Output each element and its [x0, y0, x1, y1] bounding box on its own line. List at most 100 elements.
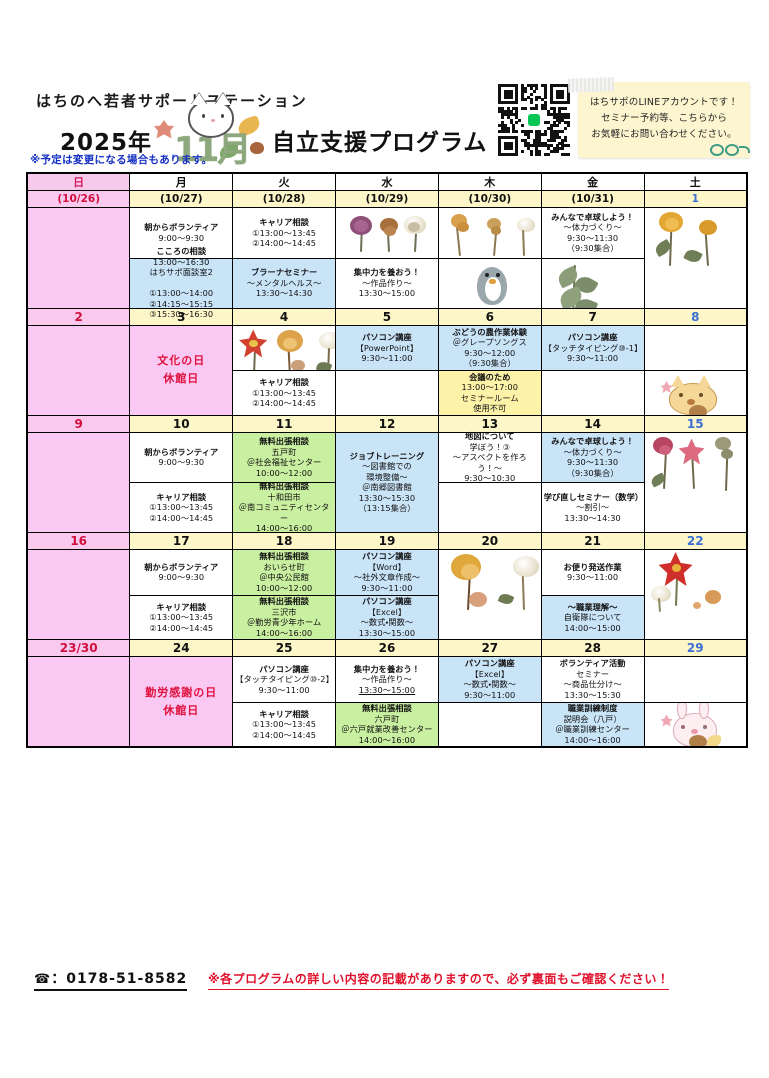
- day-cell-9[interactable]: [26, 431, 131, 533]
- event-block[interactable]: キャリア相談 ①13:00〜13:45 ②14:00〜14:45: [233, 371, 336, 415]
- event-block[interactable]: 無料出張相談 十和田市 ＠南コミュニティセンター 14:00〜16:00: [233, 481, 336, 533]
- split-cell: 朝からボランティア 9:00〜9:30 こころの相談 13:00〜16:30 はちサポ面…: [130, 208, 233, 319]
- event-block[interactable]: パソコン講座 【タッチタイピング⑩-2】 9:30〜11:00: [233, 657, 336, 702]
- event-block[interactable]: パソコン講座 【PowerPoint】 9:30〜11:00: [336, 325, 438, 370]
- event-block[interactable]: 無料出張相談 六戸町 ＠六戸就業改善センター 14:00〜16:00: [336, 702, 438, 746]
- event-block[interactable]: ボランティア活動 セミナー 〜商品仕分け〜 13:30〜15:30: [541, 657, 644, 702]
- day-cell--10-31-[interactable]: みんなで卓球しよう！ 〜体力づくり〜 9:30〜11:30 （9:30集合）: [540, 207, 645, 309]
- day-cell-7[interactable]: パソコン講座 【タッチタイピング⑩-1】 9:30〜11:00: [540, 324, 645, 416]
- holiday-line: 休館日: [163, 703, 200, 717]
- event-detail: 五戸町: [271, 446, 297, 457]
- day-cell-25[interactable]: パソコン講座 【タッチタイピング⑩-2】 9:30〜11:00 キャリア相談 ①13:0…: [232, 656, 337, 748]
- event-block[interactable]: パソコン講座 【タッチタイピング⑩-1】 9:30〜11:00: [541, 325, 644, 370]
- date-cell-15: 15: [643, 414, 748, 433]
- event-block[interactable]: お便り発送作業 9:30〜11:00: [541, 550, 644, 595]
- event-block[interactable]: 朝からボランティア 9:00〜9:30: [130, 432, 233, 483]
- day-cell-24[interactable]: 勤労感謝の日 休館日: [129, 656, 234, 748]
- event-block[interactable]: みんなで卓球しよう！ 〜体力づくり〜 9:30〜11:30 （9:30集合）: [541, 432, 644, 483]
- event-block[interactable]: [438, 483, 541, 532]
- event-block[interactable]: キャリア相談 ①13:00〜13:45 ②14:00〜14:45: [233, 702, 336, 746]
- event-block[interactable]: 無料出張相談 五戸町 ＠社会福祉センター 10:00〜12:00: [233, 432, 336, 483]
- event-block[interactable]: 無料出張相談 おいらせ町 ＠中央公民館 10:00〜12:00: [233, 550, 336, 595]
- event-block[interactable]: キャリア相談 ①13:00〜13:45 ②14:00〜14:45: [130, 595, 233, 639]
- event-block[interactable]: 地図について 学ぼう！③ 〜アスペクトを作ろう！〜 9:30〜10:30: [438, 431, 541, 483]
- event-title: 朝からボランティア: [144, 446, 219, 457]
- split-cell: 集中力を養おう！ 〜作品作り〜 13:30〜15:00: [336, 208, 438, 308]
- day-cell-26[interactable]: 集中力を養おう！ 〜作品作り〜 13:30〜15:00 無料出張相談 六戸町 ＠六戸就業改…: [335, 656, 439, 748]
- event-block[interactable]: [438, 702, 541, 746]
- event-block[interactable]: キャリア相談 ①13:00〜13:45 ②14:00〜14:45: [233, 208, 336, 258]
- event-block[interactable]: パソコン講座 【Word】 〜社外文章作成〜 9:30〜11:00: [336, 550, 438, 595]
- day-cell-10[interactable]: 朝からボランティア 9:00〜9:30 キャリア相談 ①13:00〜13:45 ②14:…: [129, 431, 234, 533]
- day-cell-23-30[interactable]: [26, 656, 131, 748]
- event-block[interactable]: 集中力を養おう！ 〜作品作り〜 13:30〜15:00: [336, 657, 438, 702]
- day-cell-15[interactable]: [643, 431, 748, 533]
- event-block[interactable]: ジョブトレーニング 〜図書館での 環境整備〜 ＠南郷図書館 13:30〜15:30 （13…: [336, 432, 438, 532]
- day-cell-1[interactable]: [643, 207, 748, 309]
- date-cell-19: 19: [335, 532, 439, 550]
- day-cell-4[interactable]: キャリア相談 ①13:00〜13:45 ②14:00〜14:45: [232, 324, 337, 416]
- event-detail: 説明会（八戸）: [563, 713, 622, 724]
- day-cell-21[interactable]: お便り発送作業 9:30〜11:00 〜職業理解〜 自衛隊について 14:00〜15:0…: [540, 549, 645, 640]
- day-cell-29[interactable]: [643, 656, 748, 748]
- day-cell--10-29-[interactable]: 集中力を養おう！ 〜作品作り〜 13:30〜15:00: [335, 207, 439, 309]
- date-cell-18: 18: [232, 532, 337, 550]
- event-detail: 14:00〜15:00: [564, 622, 621, 633]
- day-cell-28[interactable]: ボランティア活動 セミナー 〜商品仕分け〜 13:30〜15:30 職業訓練制度 説明会（…: [540, 656, 645, 748]
- event-block[interactable]: 会議のため 13:00〜17:00 セミナールーム 使用不可: [438, 371, 541, 415]
- day-cell-12[interactable]: ジョブトレーニング 〜図書館での 環境整備〜 ＠南郷図書館 13:30〜15:30 （13…: [335, 431, 439, 533]
- event-block[interactable]: パソコン講座 【Excel】 〜数式・関数〜 9:30〜11:00: [438, 657, 541, 702]
- event-block[interactable]: 朝からボランティア 9:00〜9:30: [130, 208, 233, 258]
- day-cell-11[interactable]: 無料出張相談 五戸町 ＠社会福祉センター 10:00〜12:00 無料出張相談 十和田市＠…: [232, 431, 337, 533]
- green-leaf-icon: [220, 144, 239, 158]
- event-block[interactable]: [644, 657, 746, 702]
- date-cell--10-29-: (10/29): [335, 190, 439, 208]
- event-block[interactable]: 朝からボランティア 9:00〜9:30: [130, 550, 233, 595]
- event-block[interactable]: パソコン講座 【Excel】 〜数式・関数〜 13:30〜15:00: [336, 595, 438, 639]
- cell-top-half: みんなで卓球しよう！ 〜体力づくり〜 9:30〜11:30 （9:30集合）: [541, 208, 644, 258]
- event-block[interactable]: 学び直しセミナー（数学） 〜割引〜 13:30〜14:30: [541, 483, 644, 532]
- day-cell--10-26-[interactable]: [26, 207, 131, 309]
- day-cell-6[interactable]: ぶどうの農作業体験 ＠グレープソングス 9:30〜12:00 （9:30集合） 会議のた…: [437, 324, 542, 416]
- event-title: ぶどうの農作業体験: [452, 326, 528, 337]
- day-cell--10-28-[interactable]: キャリア相談 ①13:00〜13:45 ②14:00〜14:45 ブラーナセミナー 〜メ…: [232, 207, 337, 309]
- event-block[interactable]: みんなで卓球しよう！ 〜体力づくり〜 9:30〜11:30 （9:30集合）: [541, 208, 644, 258]
- event-block[interactable]: こころの相談 13:00〜16:30 はちサポ面談室2 ①13:00〜14:00 ②1…: [130, 246, 233, 319]
- cell-top-half: パソコン講座 【タッチタイピング⑩-2】 9:30〜11:00: [233, 657, 336, 702]
- day-cell-5[interactable]: パソコン講座 【PowerPoint】 9:30〜11:00: [335, 324, 439, 416]
- event-title: ジョブトレーニング: [349, 450, 425, 461]
- event-block[interactable]: ぶどうの農作業体験 ＠グレープソングス 9:30〜12:00 （9:30集合）: [438, 325, 541, 370]
- day-cell-18[interactable]: 無料出張相談 おいらせ町 ＠中央公民館 10:00〜12:00 無料出張相談 三沢市 ＠勤労…: [232, 549, 337, 640]
- event-block[interactable]: [644, 325, 746, 370]
- event-block[interactable]: 集中力を養おう！ 〜作品作り〜 13:30〜15:00: [336, 258, 438, 308]
- day-cell-14[interactable]: みんなで卓球しよう！ 〜体力づくり〜 9:30〜11:30 （9:30集合） 学び直しセ…: [540, 431, 645, 533]
- split-cell: 集中力を養おう！ 〜作品作り〜 13:30〜15:00 無料出張相談 六戸町 ＠六戸就業改…: [336, 657, 438, 746]
- event-block[interactable]: 職業訓練制度 説明会（八戸） ＠職業訓練センター 14:00〜16:00: [541, 702, 644, 746]
- date-cell-8: 8: [643, 307, 748, 326]
- day-cell-2[interactable]: [26, 324, 131, 416]
- day-cell--10-27-[interactable]: 朝からボランティア 9:00〜9:30 こころの相談 13:00〜16:30 はちサポ面…: [129, 207, 234, 319]
- event-block[interactable]: 〜職業理解〜 自衛隊について 14:00〜15:00: [541, 595, 644, 639]
- event-block[interactable]: 無料出張相談 三沢市 ＠勤労青少年ホーム 14:00〜16:00: [233, 595, 336, 639]
- day-cell-20[interactable]: [437, 549, 542, 640]
- event-block[interactable]: キャリア相談 ①13:00〜13:45 ②14:00〜14:45: [130, 483, 233, 532]
- day-cell-17[interactable]: 朝からボランティア 9:00〜9:30 キャリア相談 ①13:00〜13:45 ②14:…: [129, 549, 234, 640]
- day-cell-3[interactable]: 文化の日 休館日: [129, 324, 234, 416]
- date-row: (10/26) (10/27) (10/28) (10/29) (10/30) (10/3…: [26, 190, 748, 208]
- cell-bottom-half: こころの相談 13:00〜16:30 はちサポ面談室2 ①13:00〜14:00 ②1…: [130, 246, 233, 319]
- event-detail: ＠社会福祉センター: [246, 457, 322, 468]
- event-block[interactable]: [336, 371, 438, 415]
- day-cell-13[interactable]: 地図について 学ぼう！③ 〜アスペクトを作ろう！〜 9:30〜10:30: [437, 431, 542, 533]
- roses-illustration: [645, 208, 746, 308]
- event-block[interactable]: [541, 371, 644, 415]
- day-cell-16[interactable]: [26, 549, 131, 640]
- event-title: 無料出張相談: [259, 596, 309, 607]
- day-cell--10-30-[interactable]: [437, 207, 542, 309]
- day-cell-22[interactable]: [643, 549, 748, 640]
- day-cell-8[interactable]: [643, 324, 748, 416]
- event-detail: ②14:15〜15:15: [149, 298, 214, 309]
- event-block[interactable]: ブラーナセミナー 〜メンタルヘルス〜 13:30〜14:30: [233, 258, 336, 308]
- line-qr-code[interactable]: [498, 84, 571, 157]
- day-cell-27[interactable]: パソコン講座 【Excel】 〜数式・関数〜 9:30〜11:00: [437, 656, 542, 748]
- day-cell-19[interactable]: パソコン講座 【Word】 〜社外文章作成〜 9:30〜11:00 パソコン講座 【Exc…: [335, 549, 439, 640]
